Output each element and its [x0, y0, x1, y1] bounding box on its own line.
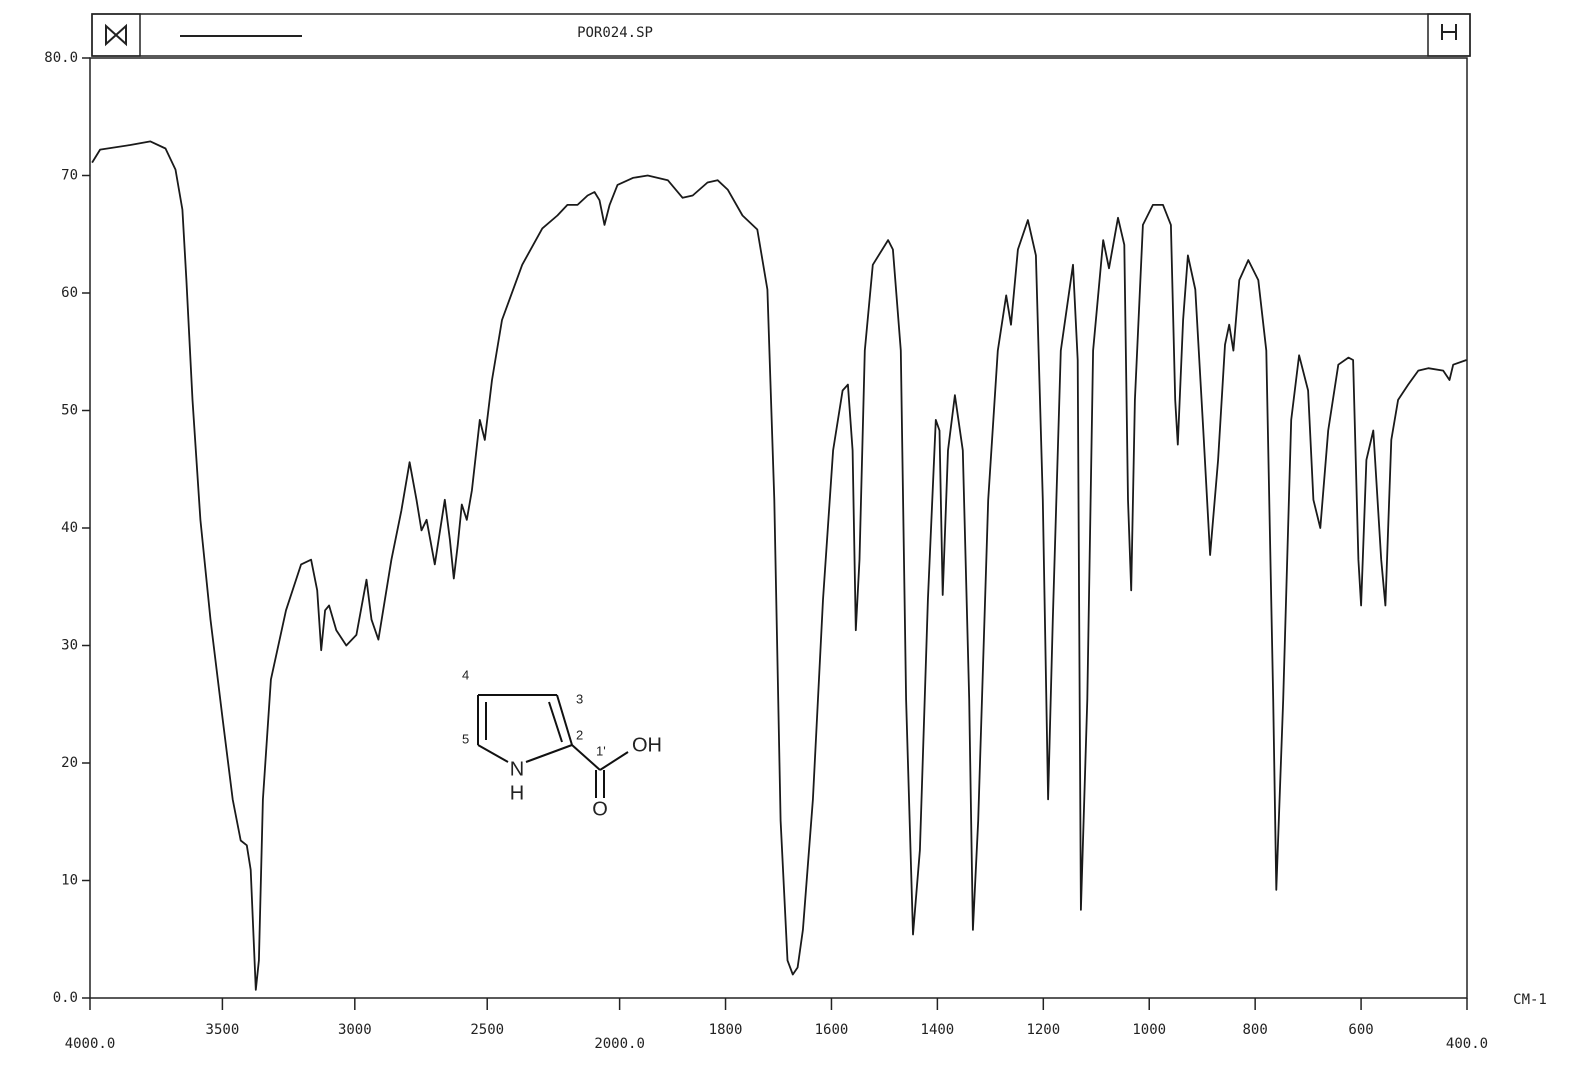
atom-label: N: [510, 758, 524, 780]
bowtie-icon: [105, 23, 127, 47]
molecule: 4 5 3 2 1' OH N H O: [462, 667, 662, 820]
atom-label: H: [510, 782, 524, 804]
x-tick-label: 2500: [470, 1022, 504, 1038]
atom-number: 3: [576, 691, 583, 706]
bond: [477, 744, 509, 763]
x-axis-label: CM-1: [1513, 992, 1547, 1008]
x-tick-label: 400.0: [1446, 1036, 1488, 1052]
spectrum-line: [91, 140, 1467, 991]
x-tick-label: 1400: [921, 1022, 955, 1038]
atom-number: 5: [462, 731, 469, 746]
y-tick-label: 80.0: [44, 50, 78, 66]
x-tick-label: 1200: [1026, 1022, 1060, 1038]
y-tick-label: 10: [61, 873, 78, 889]
x-tick-label: 3500: [206, 1022, 240, 1038]
y-tick-label: 70: [61, 168, 78, 184]
bond: [556, 694, 573, 746]
x-tick-label: 1600: [815, 1022, 849, 1038]
y-tick-label: 50: [61, 403, 78, 419]
x-tick-label: 800: [1243, 1022, 1268, 1038]
y-tick-label: 40: [61, 520, 78, 536]
y-tick-label: 0.0: [53, 990, 78, 1006]
x-tick-label: 4000.0: [65, 1036, 116, 1052]
atom-number: 2: [576, 727, 583, 742]
chart-title: POR024.SP: [577, 25, 653, 41]
atom-number: 4: [462, 667, 469, 682]
atom-label: OH: [632, 734, 662, 756]
bond: [548, 701, 563, 743]
atom-label: O: [592, 798, 608, 820]
bond: [525, 744, 573, 763]
x-tick-label: 2000.0: [594, 1036, 645, 1052]
bond: [571, 744, 601, 771]
x-tick-label: 1000: [1132, 1022, 1166, 1038]
plot-frame: [89, 57, 1468, 999]
x-tick-label: 3000: [338, 1022, 372, 1038]
atom-number: 1': [596, 743, 606, 758]
y-tick-label: 60: [61, 285, 78, 301]
y-tick-label: 30: [61, 638, 78, 654]
y-tick-label: 20: [61, 755, 78, 771]
left-button[interactable]: [91, 13, 141, 57]
x-tick-label: 600: [1348, 1022, 1373, 1038]
range-icon: [1441, 24, 1457, 40]
x-tick-label: 1800: [709, 1022, 743, 1038]
right-button[interactable]: [1427, 13, 1471, 57]
bond: [599, 751, 629, 771]
